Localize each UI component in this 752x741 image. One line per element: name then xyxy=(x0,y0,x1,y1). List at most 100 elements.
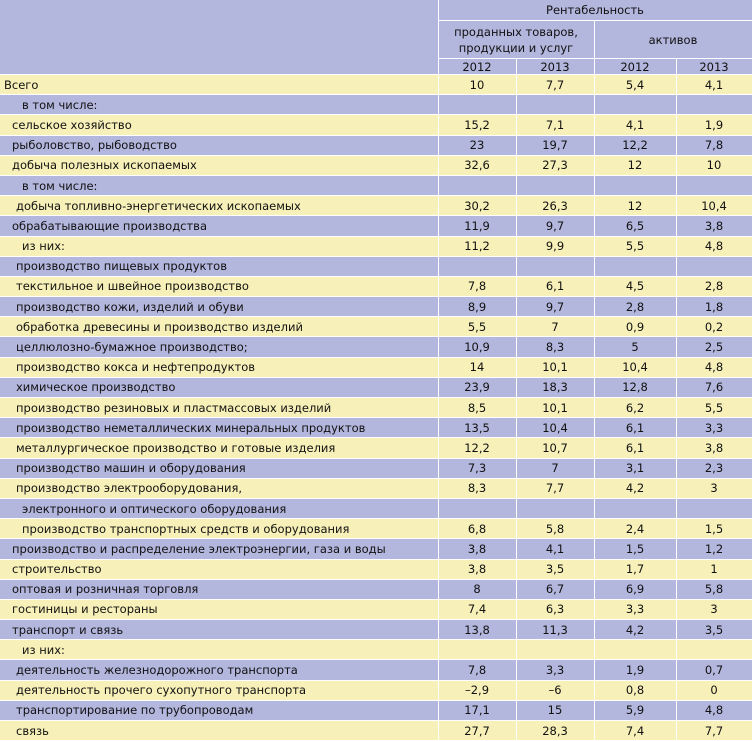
value-cell xyxy=(516,639,595,661)
row-label: в том числе: xyxy=(0,175,439,197)
value-cell: 7,1 xyxy=(516,114,595,136)
value-cell: 7,7 xyxy=(516,478,595,499)
row-label: производство электрооборудования, xyxy=(0,478,439,499)
value-cell: 3,1 xyxy=(594,458,677,479)
value-cell xyxy=(438,256,517,277)
table-row: рыболовство, рыбоводство 23 19,7 12,2 7,8 xyxy=(0,135,752,156)
table-row: добыча топливно-энергетических ископаемы… xyxy=(0,195,752,217)
value-cell: 6,9 xyxy=(594,579,677,600)
value-cell: 6,8 xyxy=(438,518,517,540)
value-cell: 5,8 xyxy=(676,579,752,600)
value-cell: 7 xyxy=(516,316,595,338)
value-cell: 1 xyxy=(676,559,752,580)
value-cell xyxy=(676,175,752,197)
row-label: из них: xyxy=(0,639,439,661)
value-cell: 7,7 xyxy=(676,720,752,741)
table-row: оптовая и розничная торговля 8 6,7 6,9 5,8 xyxy=(0,579,752,600)
value-cell: 4,5 xyxy=(594,276,677,298)
header-goods-sold: проданных товаров, продукции и услуг xyxy=(438,20,595,59)
value-cell: 4,2 xyxy=(594,478,677,499)
value-cell xyxy=(676,256,752,277)
value-cell: 11,9 xyxy=(438,215,517,237)
table-row: в том числе: xyxy=(0,94,752,116)
row-label: производство и распределение электроэнер… xyxy=(0,538,439,560)
table-row: электронного и оптического оборудования xyxy=(0,498,752,520)
value-cell: 7,8 xyxy=(438,659,517,681)
row-label: Всего xyxy=(0,74,439,96)
value-cell: 6,1 xyxy=(594,437,677,459)
value-cell: 27,7 xyxy=(438,720,517,741)
value-cell xyxy=(438,175,517,197)
row-label: сельское хозяйство xyxy=(0,114,439,136)
value-cell: 8,9 xyxy=(438,296,517,318)
value-cell xyxy=(438,498,517,520)
value-cell: 10,4 xyxy=(676,195,752,217)
row-label: целлюлозно-бумажное производство; xyxy=(0,336,439,358)
value-cell: 10,1 xyxy=(516,357,595,378)
value-cell: 4,8 xyxy=(676,236,752,257)
table-row: сельское хозяйство 15,2 7,1 4,1 1,9 xyxy=(0,114,752,136)
value-cell: 7,8 xyxy=(438,276,517,298)
value-cell: –6 xyxy=(516,680,595,701)
value-cell: 1,5 xyxy=(594,538,677,560)
row-label: производство кокса и нефтепродуктов xyxy=(0,357,439,378)
value-cell: 17,1 xyxy=(438,700,517,722)
value-cell: 5,5 xyxy=(676,397,752,419)
row-label: производство кожи, изделий и обуви xyxy=(0,296,439,318)
value-cell: 3 xyxy=(676,599,752,621)
value-cell: 7,6 xyxy=(676,377,752,399)
value-cell: 3,8 xyxy=(676,215,752,237)
row-label: оптовая и розничная торговля xyxy=(0,579,439,600)
value-cell: 10,4 xyxy=(594,357,677,378)
table-row: в том числе: xyxy=(0,175,752,197)
table-body: Всего 10 7,7 5,4 4,1 в том числе: сельское хоз… xyxy=(0,74,752,741)
header-year: 2013 xyxy=(676,58,752,75)
value-cell: 0 xyxy=(676,680,752,701)
row-label: производство неметаллических минеральных… xyxy=(0,417,439,439)
value-cell: 5,5 xyxy=(594,236,677,257)
value-cell: 1,5 xyxy=(676,518,752,540)
value-cell xyxy=(516,175,595,197)
header-assets: активов xyxy=(594,20,752,59)
value-cell: 18,3 xyxy=(516,377,595,399)
value-cell: 12 xyxy=(594,195,677,217)
value-cell xyxy=(438,639,517,661)
header-corner-cell xyxy=(0,0,439,75)
table-row: связь 27,7 28,3 7,4 7,7 xyxy=(0,720,752,741)
value-cell: 1,7 xyxy=(594,559,677,580)
value-cell: 26,3 xyxy=(516,195,595,217)
header-group-profitability: Рентабельность xyxy=(438,0,752,21)
value-cell: 7,3 xyxy=(438,458,517,479)
value-cell: 3,8 xyxy=(676,437,752,459)
header-year: 2012 xyxy=(594,58,677,75)
table-row: металлургическое производство и готовые … xyxy=(0,437,752,459)
value-cell: 4,1 xyxy=(676,74,752,96)
value-cell xyxy=(438,94,517,116)
value-cell: 3 xyxy=(676,478,752,499)
table-row: деятельность железнодорожного транспорта… xyxy=(0,659,752,681)
row-label: транспортирование по трубопроводам xyxy=(0,700,439,722)
table-row: производство резиновых и пластмассовых и… xyxy=(0,397,752,419)
value-cell xyxy=(594,498,677,520)
table-header: Рентабельность проданных товаров, продук… xyxy=(0,0,752,75)
value-cell: 5,4 xyxy=(594,74,677,96)
value-cell: 12 xyxy=(594,155,677,176)
row-label: производство транспортных средств и обор… xyxy=(0,518,439,540)
value-cell: 2,8 xyxy=(594,296,677,318)
table-row: производство машин и оборудования 7,3 7 3,1… xyxy=(0,458,752,479)
value-cell: 6,1 xyxy=(594,417,677,439)
value-cell: 6,2 xyxy=(594,397,677,419)
value-cell xyxy=(594,175,677,197)
value-cell: 3,5 xyxy=(676,619,752,641)
value-cell: 4,1 xyxy=(594,114,677,136)
row-label: обрабатывающие производства xyxy=(0,215,439,237)
value-cell xyxy=(516,94,595,116)
value-cell: 8,5 xyxy=(438,397,517,419)
value-cell: 12,2 xyxy=(594,135,677,156)
table-row: Всего 10 7,7 5,4 4,1 xyxy=(0,74,752,96)
value-cell: –2,9 xyxy=(438,680,517,701)
row-label: производство резиновых и пластмассовых и… xyxy=(0,397,439,419)
value-cell: 3,3 xyxy=(516,659,595,681)
value-cell: 14 xyxy=(438,357,517,378)
value-cell: 4,8 xyxy=(676,357,752,378)
